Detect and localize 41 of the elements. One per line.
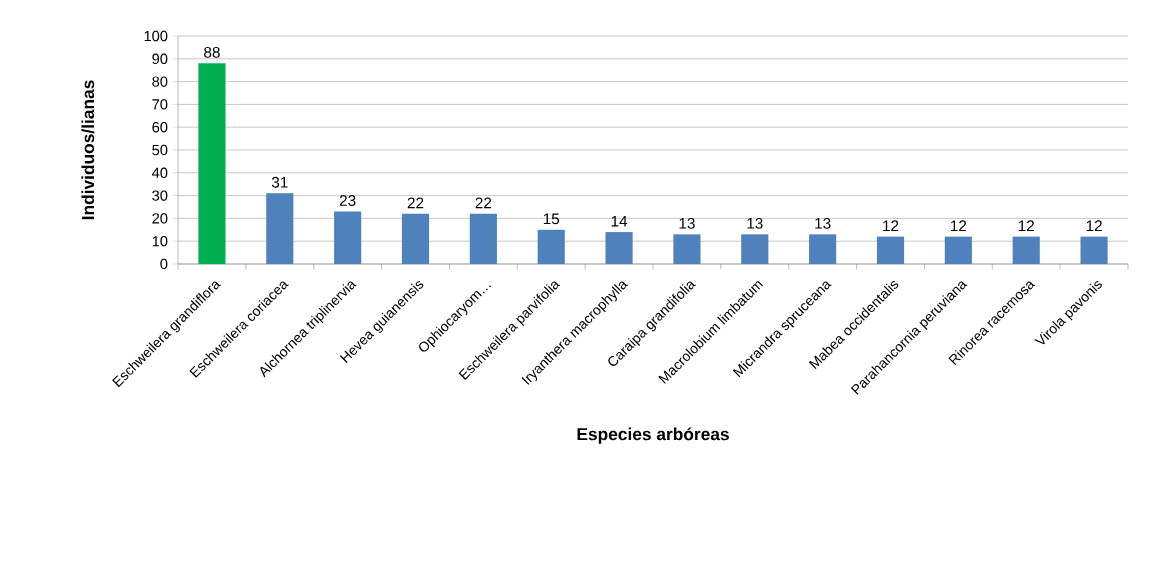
y-tick-label: 70 bbox=[152, 99, 168, 110]
data-label: 23 bbox=[339, 195, 356, 206]
y-tick-label: 20 bbox=[152, 213, 168, 224]
bar bbox=[876, 236, 905, 264]
y-tick-label: 30 bbox=[152, 190, 168, 201]
data-label: 12 bbox=[1018, 220, 1034, 232]
y-tick-label: 50 bbox=[152, 144, 168, 156]
x-axis-title: Especies arbóreas bbox=[577, 427, 729, 444]
bar bbox=[1080, 236, 1108, 264]
data-label: 12 bbox=[883, 220, 899, 232]
data-label: 31 bbox=[271, 176, 288, 188]
data-label: 13 bbox=[679, 217, 695, 229]
y-tick-label: 60 bbox=[152, 122, 168, 133]
bar bbox=[334, 211, 362, 264]
data-label: 15 bbox=[543, 213, 560, 225]
bar bbox=[605, 232, 633, 264]
data-label: 22 bbox=[475, 197, 492, 209]
y-tick-label: 10 bbox=[152, 236, 168, 247]
bar bbox=[741, 234, 769, 264]
y-tick-label: 40 bbox=[151, 167, 168, 178]
bar bbox=[401, 213, 430, 264]
y-tick-label: 80 bbox=[152, 76, 168, 87]
bar bbox=[266, 193, 294, 264]
bar bbox=[809, 234, 837, 264]
bar bbox=[1012, 236, 1040, 264]
y-tick-label: 100 bbox=[144, 30, 168, 42]
y-tick-label: 0 bbox=[160, 258, 168, 270]
data-label: 12 bbox=[1086, 220, 1102, 232]
y-tick-label: 90 bbox=[152, 53, 168, 64]
bar bbox=[537, 229, 565, 264]
data-label: 13 bbox=[747, 217, 763, 229]
data-label: 12 bbox=[951, 220, 967, 232]
bar bbox=[673, 234, 701, 264]
data-label: 88 bbox=[204, 46, 220, 58]
data-label: 14 bbox=[611, 215, 628, 227]
y-axis-title: Individuos/lianas bbox=[81, 80, 95, 220]
data-label: 22 bbox=[407, 197, 424, 209]
bar bbox=[469, 213, 497, 264]
bar bbox=[198, 63, 226, 264]
bar bbox=[944, 236, 972, 264]
data-label: 13 bbox=[815, 217, 831, 229]
